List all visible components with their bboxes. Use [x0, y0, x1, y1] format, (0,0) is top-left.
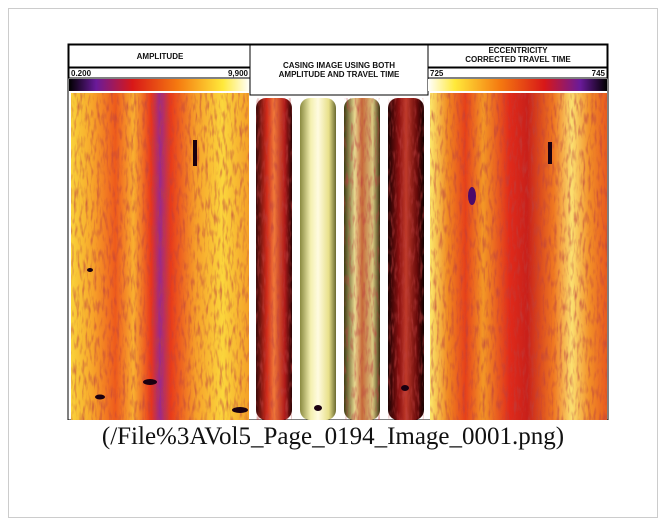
- title-line: AMPLITUDE AND TRAVEL TIME: [279, 70, 400, 79]
- colorbar: [69, 79, 250, 91]
- title-line: CORRECTED TRAVEL TIME: [465, 55, 571, 64]
- image-caption: (/File%3AVol5_Page_0194_Image_0001.png): [101, 423, 565, 450]
- panel-title: ECCENTRICITY CORRECTED TRAVEL TIME: [465, 46, 571, 64]
- panel-title: CASING IMAGE USING BOTH AMPLITUDE AND TRA…: [279, 61, 400, 79]
- cylinder: [300, 98, 336, 420]
- panel-title: AMPLITUDE: [137, 52, 184, 61]
- page: AMPLITUDE 0.200 9,900 CASING IMAGE USING…: [8, 8, 658, 518]
- scale-max: 9,900: [228, 69, 249, 78]
- title-line: ECCENTRICITY: [488, 46, 548, 55]
- scale-max: 745: [592, 69, 606, 78]
- title-line: CASING IMAGE USING BOTH: [283, 61, 395, 70]
- colorbar: [428, 79, 607, 91]
- scale-min: 0.200: [71, 69, 92, 78]
- log-image: AMPLITUDE 0.200 9,900 CASING IMAGE USING…: [67, 43, 609, 420]
- image-features: [87, 140, 552, 413]
- scale-min: 725: [430, 69, 444, 78]
